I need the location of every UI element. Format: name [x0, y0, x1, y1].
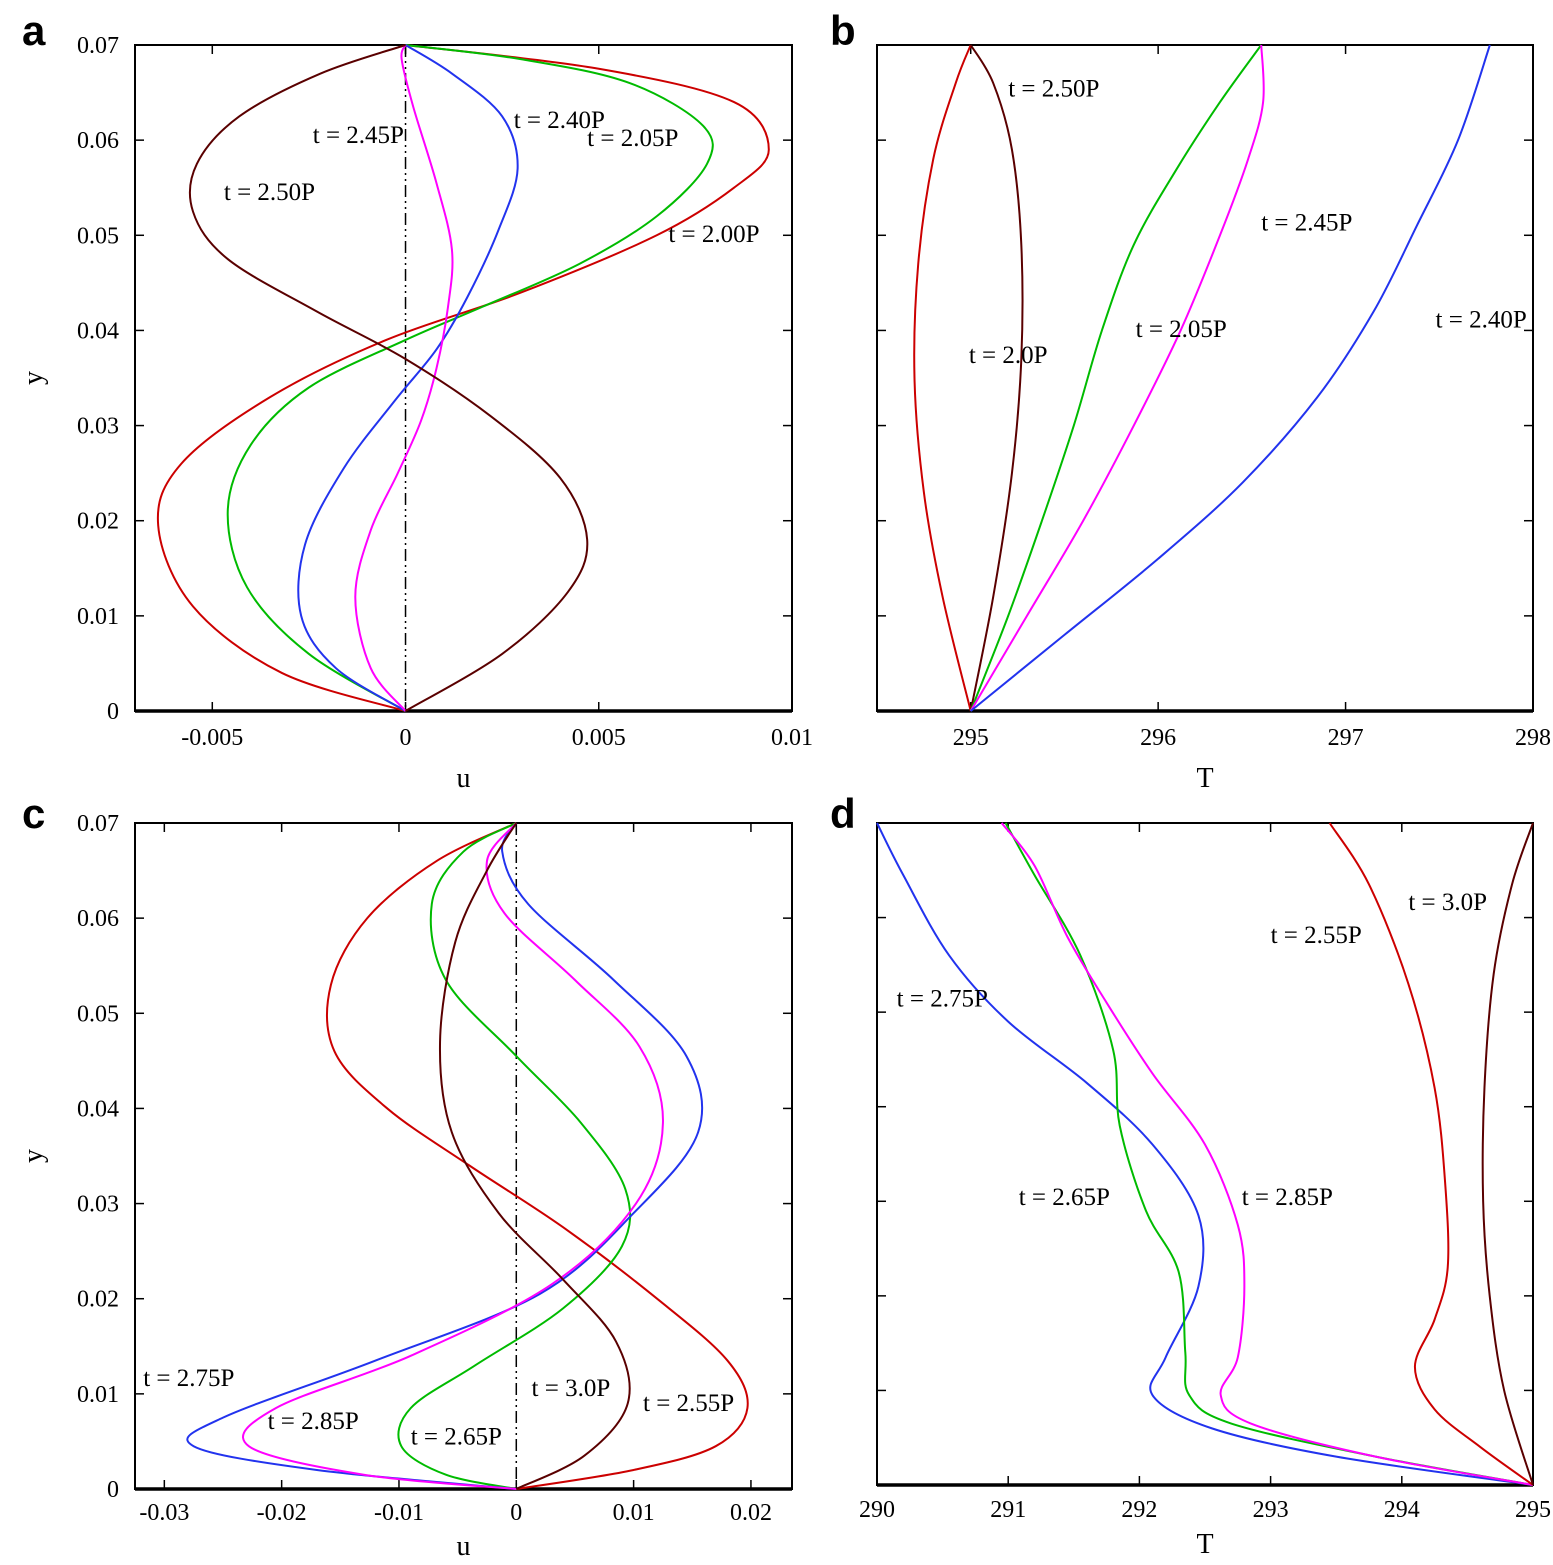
x-tick-label: 0: [400, 725, 412, 751]
series-annotation: t = 2.85P: [1242, 1184, 1333, 1211]
series-annotation: t = 2.85P: [268, 1408, 359, 1435]
x-tick-label: 0.02: [730, 1500, 772, 1526]
x-axis-title: T: [1196, 1529, 1213, 1560]
series-annotation: t = 2.55P: [643, 1390, 734, 1417]
y-tick-label: 0.07: [77, 811, 119, 837]
series-annotation: t = 2.50P: [224, 179, 315, 206]
panel-letter: c: [22, 790, 45, 837]
y-tick-label: 0: [107, 699, 119, 725]
x-axis-title: u: [457, 1531, 471, 1562]
panel-d: d 290 291 292 293 294 295 Tt = 3.0P t = 2.55P t =…: [830, 790, 1551, 1560]
x-tick-label: 297: [1328, 725, 1364, 751]
series-line: [1000, 822, 1534, 1486]
series-annotation: t = 2.00P: [668, 221, 759, 248]
series-line: [969, 44, 1263, 712]
panel-letter: b: [830, 7, 856, 54]
series-line: [1328, 822, 1534, 1486]
x-tick-label: 0: [510, 1500, 522, 1526]
panel-letter: a: [22, 7, 46, 54]
x-tick-label: -0.02: [257, 1500, 307, 1526]
y-tick-label: 0.06: [77, 906, 119, 932]
y-axis-title: y: [18, 1149, 49, 1163]
y-tick-label: 0: [107, 1477, 119, 1503]
y-tick-label: 0.02: [77, 1287, 119, 1313]
x-tick-label: 0.01: [613, 1500, 655, 1526]
series-line: [326, 822, 749, 1490]
series-annotation: t = 2.75P: [143, 1365, 234, 1392]
x-tick-label: -0.005: [181, 725, 243, 751]
y-tick-label: 0.03: [77, 414, 119, 440]
panel-c: c -0.03 -0.02 -0.01 0 0.01 0.02 0 0.01 0.02 0.03 0.…: [18, 790, 793, 1562]
series-line: [970, 44, 1491, 712]
plot-frame: [134, 44, 793, 712]
series-line: [876, 822, 1534, 1486]
series-line: [297, 44, 519, 712]
series-annotation: t = 2.65P: [1019, 1184, 1110, 1211]
y-tick-label: 0.02: [77, 509, 119, 535]
panel-b: b 295 296 297 298 Tt = 2.50P t = 2.45P t = 2.05…: [830, 7, 1551, 794]
y-tick-label: 0.05: [77, 1001, 119, 1027]
x-axis-title: T: [1196, 763, 1213, 794]
x-tick-label: 0.005: [572, 725, 626, 751]
series-line: [1004, 822, 1534, 1486]
panel-letter: d: [830, 790, 856, 837]
x-tick-label: 295: [953, 725, 989, 751]
series-annotation: t = 2.45P: [313, 122, 404, 149]
series-line: [969, 44, 1024, 712]
series-annotation: t = 2.0P: [969, 342, 1048, 369]
x-tick-label: 298: [1515, 725, 1551, 751]
y-tick-label: 0.05: [77, 223, 119, 249]
y-tick-label: 0.04: [77, 1096, 119, 1122]
series-line: [354, 44, 454, 712]
series-annotation: t = 2.55P: [1271, 922, 1362, 949]
x-tick-label: -0.01: [374, 1500, 424, 1526]
x-tick-label: 295: [1515, 1497, 1551, 1523]
x-tick-label: -0.03: [139, 1500, 189, 1526]
series-line: [969, 44, 1265, 712]
series-line: [397, 822, 632, 1490]
x-tick-label: 291: [990, 1497, 1026, 1523]
plot-frame: [876, 822, 1534, 1486]
series-annotation: t = 3.0P: [1408, 889, 1487, 916]
y-axis-title: y: [18, 371, 49, 385]
series-annotation: t = 2.05P: [1136, 316, 1227, 343]
series-annotation: t = 2.65P: [411, 1423, 502, 1450]
series-line: [1481, 822, 1534, 1486]
series-line: [226, 44, 714, 712]
panel-a: a -0.005 0 0.005 0.01 0 0.01 0.02 0.03 0.04 0.05 0.…: [18, 7, 813, 794]
plot-frame: [876, 44, 1534, 712]
y-tick-label: 0.01: [77, 604, 119, 630]
series-annotation: t = 2.40P: [1436, 307, 1527, 334]
series-annotation: t = 2.40P: [514, 107, 605, 134]
y-tick-label: 0.06: [77, 128, 119, 154]
x-tick-label: 294: [1384, 1497, 1420, 1523]
series-line: [186, 822, 704, 1490]
y-tick-label: 0.04: [77, 318, 119, 344]
series-annotation: t = 2.05P: [587, 125, 678, 152]
series-line: [913, 44, 972, 712]
x-tick-label: 290: [859, 1497, 895, 1523]
x-tick-label: 0.01: [771, 725, 813, 751]
series-annotation: t = 2.75P: [897, 985, 988, 1012]
series-line: [438, 822, 631, 1490]
series-annotation: t = 3.0P: [532, 1375, 611, 1402]
series-line: [242, 822, 664, 1490]
series-annotation: t = 2.50P: [1008, 75, 1099, 102]
y-tick-label: 0.01: [77, 1382, 119, 1408]
y-tick-label: 0.03: [77, 1192, 119, 1218]
y-tick-label: 0.07: [77, 33, 119, 59]
series-line: [188, 44, 589, 712]
x-tick-label: 293: [1253, 1497, 1289, 1523]
x-tick-label: 292: [1121, 1497, 1157, 1523]
series-annotation: t = 2.45P: [1261, 210, 1352, 237]
x-axis-title: u: [457, 763, 471, 794]
x-tick-label: 296: [1140, 725, 1176, 751]
